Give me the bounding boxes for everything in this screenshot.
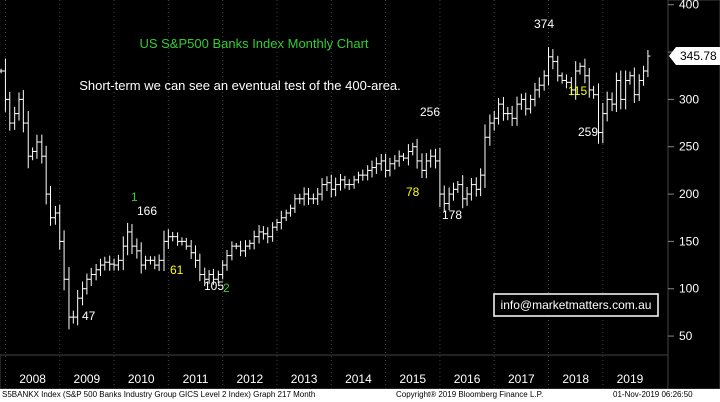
price-bar	[210, 268, 216, 285]
annotation-61: 61	[170, 263, 184, 277]
price-bar	[496, 97, 502, 125]
price-bar	[550, 49, 556, 70]
y-tick-label: 200	[679, 187, 699, 201]
y-tick-label: 50	[679, 329, 693, 343]
y-tick-label: 250	[679, 140, 699, 154]
x-tick-label: 2008	[19, 372, 46, 386]
annotation-115: 115	[568, 84, 587, 98]
price-bar	[536, 77, 542, 98]
price-bar	[631, 67, 637, 103]
chart-background	[0, 0, 720, 389]
price-bar	[455, 181, 461, 193]
x-tick-label: 2019	[617, 372, 644, 386]
price-bar	[170, 231, 176, 242]
price-bar	[48, 186, 54, 226]
price-bar	[577, 62, 583, 75]
price-bar	[88, 267, 94, 286]
info-box	[493, 293, 659, 317]
x-axis-frame	[0, 354, 669, 389]
footer-bar: S5BANKX Index (S&P 500 Banks Industry Gr…	[0, 389, 720, 402]
annotation-259: 259	[578, 125, 598, 139]
x-tick-label: 2014	[345, 372, 372, 386]
price-bar	[319, 178, 325, 201]
price-bar	[387, 157, 393, 177]
y-tick-label: 400	[679, 0, 699, 12]
x-tick-label: 2018	[562, 372, 589, 386]
y-tick-label: 150	[679, 234, 699, 248]
price-bar	[292, 194, 298, 213]
x-axis: 2008 2009 2010 2011 2012 2013 2014 2015 2016 2017…	[19, 372, 643, 386]
footer-copyright: Copyright® 2019 Bloomberg Finance L.P.	[396, 390, 544, 399]
annotation-256: 256	[420, 105, 440, 119]
annotation-105: 105	[204, 279, 224, 293]
price-bar	[468, 178, 474, 201]
price-bar	[333, 177, 339, 197]
x-tick-label: 2016	[454, 372, 481, 386]
price-bar	[509, 105, 515, 127]
y-tick-label: 100	[679, 282, 699, 296]
y-tick-label: 300	[679, 92, 699, 106]
price-bar	[523, 92, 529, 116]
last-price-marker: 345.78	[669, 47, 720, 66]
annotation-374: 374	[534, 17, 554, 31]
price-bar	[156, 254, 162, 271]
x-axis-separators	[4, 0, 604, 389]
price-bar	[197, 253, 203, 282]
price-bar	[563, 74, 569, 89]
info-box-text: info@marketmatters.com.au	[501, 298, 652, 312]
annotation-78: 78	[406, 185, 420, 199]
price-bar	[265, 227, 271, 244]
price-bar	[305, 188, 311, 205]
x-tick-label: 2015	[399, 372, 426, 386]
footer-source: S5BANKX Index (S&P 500 Banks Industry Gr…	[2, 390, 316, 399]
x-tick-label: 2011	[183, 372, 209, 386]
annotation-47: 47	[82, 309, 96, 323]
x-tick-label: 2017	[508, 372, 535, 386]
price-bar	[618, 70, 624, 110]
price-bar	[591, 85, 597, 99]
x-tick-label: 2009	[74, 372, 101, 386]
annotation-2: 2	[223, 281, 230, 295]
price-bar	[360, 169, 366, 181]
x-tick-label: 2012	[236, 372, 263, 386]
price-bar	[251, 230, 257, 250]
price-bar	[61, 230, 67, 291]
price-bar	[115, 254, 121, 271]
last-price-box	[669, 47, 720, 66]
annotation-178: 178	[442, 208, 462, 222]
price-bar	[346, 179, 352, 191]
price-bar	[238, 240, 244, 257]
price-bar	[401, 153, 407, 162]
price-bar	[428, 149, 434, 168]
price-bar	[20, 90, 26, 133]
chart-title: US S&P500 Banks Index Monthly Chart	[139, 36, 368, 51]
price-bar	[414, 139, 420, 169]
price-bar	[34, 134, 40, 159]
chart-svg: 50100150200250300350400 2008200920102011…	[0, 0, 720, 389]
annotation-1: 1	[131, 190, 138, 204]
annotation-166: 166	[137, 204, 157, 218]
price-bar	[482, 124, 488, 188]
x-tick-label: 2010	[128, 372, 155, 386]
price-bar	[7, 91, 13, 131]
chart-subtitle: Short-term we can see an eventual test o…	[79, 78, 401, 93]
price-bar	[75, 289, 81, 326]
price-bar	[441, 185, 447, 213]
price-bars	[0, 47, 651, 330]
x-tick-label: 2013	[291, 372, 318, 386]
price-bar	[102, 256, 108, 271]
price-bar	[645, 50, 651, 78]
last-price-label: 345.78	[680, 49, 717, 63]
price-bar	[129, 224, 135, 255]
price-bar	[183, 237, 189, 250]
price-bar	[278, 210, 284, 230]
price-bar	[224, 249, 230, 271]
footer-timestamp: 01-Nov-2019 06:26:50	[613, 390, 693, 399]
price-bar	[143, 255, 149, 270]
annotations: 374 115 259 256 78 178 1 166 61 105 2 47	[82, 17, 598, 323]
price-bar	[604, 91, 610, 122]
price-bar	[373, 157, 379, 174]
